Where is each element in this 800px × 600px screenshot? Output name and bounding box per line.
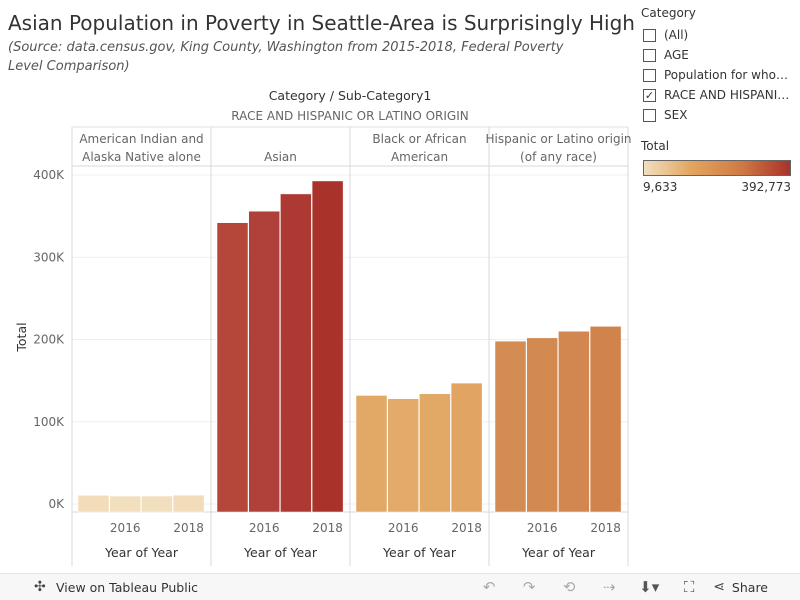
x-axis-title: Year of Year xyxy=(521,545,596,560)
y-tick-label: 200K xyxy=(33,333,65,347)
panel-label: Asian xyxy=(264,150,297,164)
undo-icon[interactable]: ↶ xyxy=(482,578,496,596)
x-axis-title: Year of Year xyxy=(104,545,179,560)
bar xyxy=(494,340,527,513)
panel-label: American Indian and Alaska Native alone xyxy=(79,132,203,164)
chart-title: Asian Population in Poverty in Seattle-A… xyxy=(8,11,635,35)
category-filter-title: Category xyxy=(641,6,696,20)
checkbox-icon[interactable] xyxy=(643,108,656,122)
x-axis-title: Year of Year xyxy=(243,545,318,560)
panel-label-line: Black or African xyxy=(372,132,466,146)
bar xyxy=(216,222,249,513)
category-filter-item[interactable]: (All) xyxy=(641,25,796,45)
y-tick-label: 400K xyxy=(33,168,65,182)
bar xyxy=(558,331,590,513)
bar xyxy=(387,398,419,513)
share-button[interactable]: ⋖ Share xyxy=(713,579,768,595)
bar xyxy=(311,180,344,513)
refresh-icon[interactable]: ⇢ xyxy=(602,578,616,596)
checkbox-icon[interactable] xyxy=(643,28,656,42)
x-tick-label: 2016 xyxy=(388,521,419,535)
x-tick-label: 2018 xyxy=(451,521,482,535)
panel-label: Black or African American xyxy=(372,132,466,164)
category-filter-item-label: (All) xyxy=(664,28,689,42)
x-tick-label: 2016 xyxy=(110,521,141,535)
bar xyxy=(355,395,388,513)
category-filter-item[interactable]: SEX xyxy=(641,105,796,125)
download-icon[interactable]: ⬇▾ xyxy=(639,578,660,596)
category-filter-item-label: SEX xyxy=(664,108,688,122)
panel-label-line: American xyxy=(391,150,448,164)
panel-label-line: Hispanic or Latino origin xyxy=(485,132,631,146)
bar xyxy=(526,337,558,513)
bar xyxy=(109,495,141,513)
x-tick-label: 2018 xyxy=(312,521,343,535)
color-legend-title: Total xyxy=(641,139,670,153)
x-tick-label: 2018 xyxy=(590,521,621,535)
category-filter-item-label: AGE xyxy=(664,48,689,62)
bar xyxy=(77,495,110,513)
bar xyxy=(248,210,280,513)
share-label: Share xyxy=(731,579,768,595)
y-tick-label: 0K xyxy=(48,497,65,511)
view-on-tableau-label: View on Tableau Public xyxy=(56,579,199,595)
x-axis-title: Year of Year xyxy=(382,545,457,560)
y-tick-label: 100K xyxy=(33,415,65,429)
y-tick-label: 300K xyxy=(33,250,65,264)
category-filter: Category (All) AGE Population for whom ...… xyxy=(641,6,796,125)
x-tick-label: 2016 xyxy=(527,521,558,535)
category-filter-item[interactable]: AGE xyxy=(641,45,796,65)
panel-label-line: American Indian and xyxy=(79,132,203,146)
panel-label: Hispanic or Latino origin (of any race) xyxy=(485,132,631,164)
x-tick-label: 2016 xyxy=(249,521,280,535)
bar xyxy=(450,382,483,513)
category-filter-item-label: RACE AND HISPANIC ... xyxy=(664,88,796,102)
bar xyxy=(419,393,451,513)
group-header: RACE AND HISPANIC OR LATINO ORIGIN xyxy=(231,109,469,123)
color-legend-gradient xyxy=(643,160,791,176)
panel-label-line: (of any race) xyxy=(520,150,597,164)
view-on-tableau-link[interactable]: ✣ View on Tableau Public xyxy=(34,579,198,595)
color-legend-max: 392,773 xyxy=(741,180,791,194)
bar xyxy=(141,495,173,513)
bar xyxy=(280,193,312,513)
bar xyxy=(172,494,205,513)
category-filter-item-label: Population for whom ... xyxy=(664,68,796,82)
panel-label-line: Asian xyxy=(264,150,297,164)
redo-icon[interactable]: ↷ xyxy=(522,578,536,596)
fullscreen-icon[interactable]: ⛶ xyxy=(683,578,695,596)
category-filter-list: (All) AGE Population for whom ... ✓ RACE AND… xyxy=(641,25,796,125)
category-filter-item[interactable]: ✓ RACE AND HISPANIC ... xyxy=(641,85,796,105)
share-icon: ⋖ xyxy=(713,579,725,595)
bar-chart: Category / Sub-Category1 RACE AND HISPANI… xyxy=(14,88,632,566)
y-axis-title: Total xyxy=(14,322,29,352)
color-legend-min: 9,633 xyxy=(643,180,678,194)
x-tick-label: 2018 xyxy=(173,521,204,535)
category-filter-item[interactable]: Population for whom ... xyxy=(641,65,796,85)
checkbox-icon[interactable] xyxy=(643,68,656,82)
column-header: Category / Sub-Category1 xyxy=(269,88,432,103)
panel-label-line: Alaska Native alone xyxy=(82,150,201,164)
tableau-logo-icon: ✣ xyxy=(34,579,46,595)
bar xyxy=(589,326,622,513)
checkbox-icon[interactable] xyxy=(643,48,656,62)
chart-subtitle: (Source: data.census.gov, King County, W… xyxy=(8,40,564,74)
footer-toolbar: ✣ View on Tableau Public ↶ ↷ ⟲ ⇢ ⬇▾ ⛶ ⋖ … xyxy=(0,573,800,600)
revert-icon[interactable]: ⟲ xyxy=(562,578,576,596)
checkbox-checked-icon[interactable]: ✓ xyxy=(643,88,656,102)
